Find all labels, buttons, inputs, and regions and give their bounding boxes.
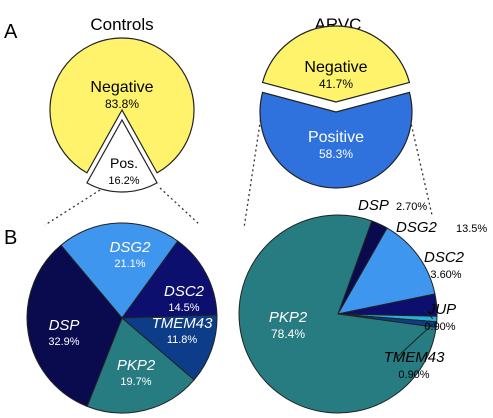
controls-gene-label-dsc2: DSC2	[164, 283, 205, 300]
controls-gene-value-dsp: 32.9%	[48, 336, 79, 348]
arvc-negative-value: 41.7%	[319, 77, 353, 91]
arvc-positive-value: 58.3%	[319, 147, 353, 161]
controls-gene-label-dsg2: DSG2	[110, 239, 152, 256]
controls-gene-value-pkp2: 19.7%	[120, 376, 151, 388]
controls-pos-label: Pos.	[110, 155, 138, 171]
arvc-gene-leader-lines	[395, 309, 434, 359]
arvc-gene-value-dsc2: 3.60%	[430, 269, 461, 281]
controls-negative-label: Negative	[90, 79, 153, 96]
controls-gene-slice-tmem43	[120, 314, 218, 381]
controls-title: Controls	[90, 15, 153, 34]
arvc-gene-label-dsc2: DSC2	[424, 249, 465, 266]
arvc-gene-value-dsg2: 13.5%	[456, 223, 487, 235]
arvc-gene-label-dsg2: DSG2	[396, 219, 438, 236]
controls-gene-label-dsp: DSP	[49, 317, 80, 334]
arvc-connector-right	[407, 109, 433, 216]
panel-letter-b: B	[4, 227, 17, 249]
controls-slice-pos	[86, 118, 158, 193]
controls-connector-right	[159, 187, 201, 226]
arvc-gene-value-dsp: 2.70%	[396, 201, 427, 213]
controls-gene-pie: DSG2 21.1% DSC2 14.5%TMEM43 11.8% PKP2 19.7% DS…	[26, 222, 218, 414]
arvc-gene-label-jup: JUP	[427, 301, 456, 318]
controls-gene-label-pkp2: PKP2	[117, 357, 156, 374]
panel-letter-a: A	[4, 21, 18, 43]
controls-negative-value: 83.8%	[105, 97, 139, 111]
arvc-connector-left	[243, 109, 263, 229]
arvc-gene-value-pkp2: 78.4%	[271, 327, 305, 341]
arvc-gene-value-tmem43: 0.90%	[398, 369, 429, 381]
controls-gene-slice-dsc2	[120, 240, 218, 319]
controls-gene-value-dsg2: 21.1%	[114, 258, 145, 270]
controls-gene-label-tmem43: TMEM43	[152, 315, 214, 332]
arvc-negative-label: Negative	[304, 59, 367, 76]
controls-pos-value: 16.2%	[108, 175, 139, 187]
arvc-gene-slice-pkp2	[238, 214, 437, 414]
arvc-slice-positive	[259, 91, 413, 189]
controls-slice-negative	[49, 37, 195, 174]
controls-connector-left	[44, 189, 101, 226]
arvc-gene-pie: DSP 2.70% DSG2 13.5% DSC2 3.60% JUP 0.90% TMEM43…	[238, 197, 487, 414]
arvc-gene-label-tmem43: TMEM43	[384, 349, 446, 366]
controls-gene-slice-dsg2	[60, 222, 179, 319]
arvc-gene-label-dsp: DSP	[358, 197, 389, 214]
controls-gene-value-dsc2: 14.5%	[168, 302, 199, 314]
arvc-positive-label: Positive	[308, 129, 364, 146]
arvc-slice-negative	[261, 25, 411, 103]
arvc-gene-leader-tmem43	[395, 323, 433, 359]
controls-gene-slice-dsp	[26, 244, 123, 407]
controls-gene-slice-pkp2	[86, 317, 195, 414]
arvc-gene-label-pkp2: PKP2	[269, 309, 308, 326]
arvc-gene-slice-dsg2	[337, 227, 436, 315]
arvc-gene-leader-jup	[423, 309, 434, 320]
controls-gene-value-tmem43: 11.8%	[167, 334, 198, 346]
